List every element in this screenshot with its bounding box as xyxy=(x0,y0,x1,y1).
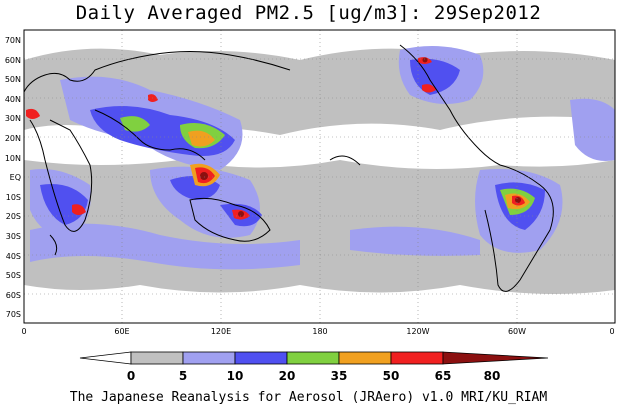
colorbar-label: 80 xyxy=(484,369,501,383)
longitude-labels: 0 60E 120E 180 120W 60W 0 xyxy=(21,327,614,336)
lon-label: 0 xyxy=(609,327,614,336)
lat-label: 70N xyxy=(5,36,21,45)
lat-label: 20S xyxy=(6,212,21,221)
colorbar: 0 5 10 20 35 50 65 80 xyxy=(79,351,549,383)
lat-label: 40N xyxy=(5,95,21,104)
lon-label: 120E xyxy=(211,327,231,336)
colorbar-segment xyxy=(442,351,549,365)
colorbar-label: 20 xyxy=(279,369,296,383)
lon-label: 60E xyxy=(114,327,129,336)
footer-credit: The Japanese Reanalysis for Aerosol (JRA… xyxy=(69,390,548,405)
colorbar-label: 65 xyxy=(435,369,452,383)
colorbar-segment xyxy=(234,351,288,365)
lat-label: 40S xyxy=(6,252,21,261)
lat-label: 30S xyxy=(6,232,21,241)
lat-label: 60N xyxy=(5,56,21,65)
colorbar-segment xyxy=(130,351,184,365)
lat-label: 50N xyxy=(5,75,21,84)
colorbar-segment xyxy=(182,351,236,365)
lat-label: 70S xyxy=(6,310,21,319)
colorbar-label: 35 xyxy=(331,369,348,383)
colorbar-segment xyxy=(390,351,444,365)
lat-label: 10S xyxy=(6,193,21,202)
coastlines xyxy=(24,44,554,292)
colorbar-segment xyxy=(79,351,132,365)
lon-label: 0 xyxy=(21,327,26,336)
lat-label: EQ xyxy=(10,173,21,182)
colorbar-label: 10 xyxy=(227,369,244,383)
lon-label: 60W xyxy=(508,327,526,336)
pm25-field xyxy=(24,30,615,323)
lat-label: 60S xyxy=(6,291,21,300)
colorbar-segment xyxy=(286,351,340,365)
graticule xyxy=(24,30,615,323)
colorbar-label: 0 xyxy=(127,369,135,383)
colorbar-label: 5 xyxy=(179,369,187,383)
lon-label: 120W xyxy=(406,327,429,336)
map-frame xyxy=(23,29,616,324)
latitude-labels: 70N 60N 50N 40N 30N 20N 10N EQ 10S 20S 3… xyxy=(5,36,21,319)
lat-label: 10N xyxy=(5,154,21,163)
lat-label: 30N xyxy=(5,114,21,123)
map-title: Daily Averaged PM2.5 [ug/m3]: 29Sep2012 xyxy=(75,2,542,24)
lon-label: 180 xyxy=(312,327,327,336)
lat-label: 20N xyxy=(5,134,21,143)
colorbar-label: 50 xyxy=(383,369,400,383)
colorbar-segment xyxy=(338,351,392,365)
lat-label: 50S xyxy=(6,271,21,280)
